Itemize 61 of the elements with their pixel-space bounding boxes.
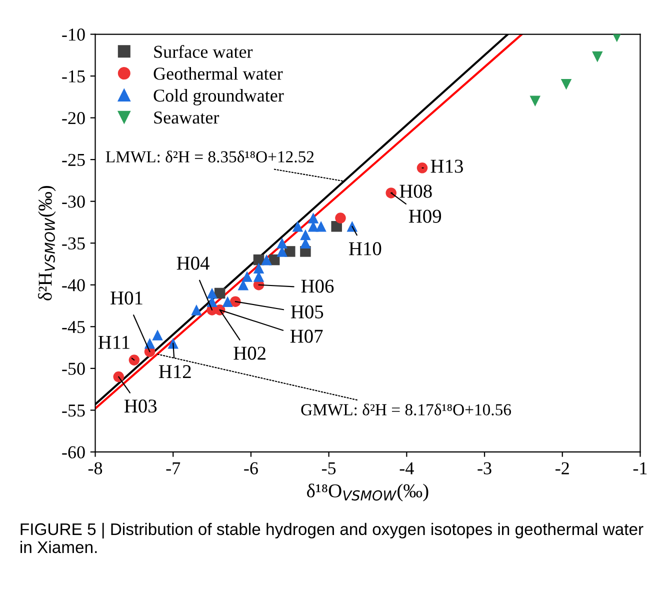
y-axis-title: δ²H$_{VSMOW}$(‰) [38, 186, 56, 300]
annotation: H13 [430, 160, 463, 173]
annotation: GMWL: δ²H = 8.17δ¹⁸O+10.56 [301, 404, 511, 416]
point [335, 212, 346, 224]
y-tick-label: -50 [62, 362, 85, 375]
x-axis-title: δ¹⁸O$_{VSMOW}$(‰) [307, 484, 428, 502]
y-tick-label: -20 [62, 112, 85, 124]
annotation: H02 [234, 346, 266, 360]
annotation: H10 [348, 242, 382, 256]
annotation: H11 [98, 336, 130, 349]
x-tick-label: -3 [478, 462, 492, 474]
y-tick-label: -15 [62, 70, 85, 82]
legend-label: Seawater [154, 112, 220, 124]
annotation: H12 [158, 365, 191, 378]
y-tick-label: -10 [62, 28, 85, 41]
point [276, 238, 288, 248]
point [113, 371, 124, 382]
y-tick-label: -35 [62, 237, 85, 250]
point [261, 254, 272, 266]
point [152, 330, 163, 340]
annotation: H06 [301, 280, 334, 293]
point [316, 221, 326, 232]
point [308, 212, 319, 224]
point [292, 221, 304, 232]
point [530, 96, 541, 106]
y-tick-label: -60 [62, 446, 85, 458]
annotation: LMWL: δ²H = 8.35δ¹⁸O+12.52 [106, 150, 314, 163]
point [386, 188, 396, 198]
annotation: H03 [124, 400, 157, 413]
point [300, 229, 311, 240]
x-tick-label: -2 [556, 462, 569, 474]
y-tick-label: -40 [62, 279, 85, 292]
point [191, 304, 202, 316]
annotation: H04 [176, 256, 210, 270]
x-tick-label: -8 [88, 462, 102, 474]
legend-label: Surface water [154, 45, 253, 58]
point [242, 271, 252, 282]
point [331, 221, 342, 232]
caption: FIGURE 5 | Distribution of stable hydrogen and oxygen isotopes in geothermal water in Xiamen. [20, 522, 644, 554]
point [592, 51, 603, 62]
y-tick-label: -55 [62, 404, 85, 417]
y-tick-label: -45 [62, 321, 85, 334]
x-tick-label: -4 [400, 462, 414, 474]
annotation: H05 [290, 305, 324, 318]
y-tick-label: -30 [62, 196, 85, 208]
point [560, 79, 572, 90]
legend-label: Cold groundwater [154, 89, 284, 106]
point [253, 262, 264, 274]
annotation: H01 [110, 291, 142, 305]
annotation: H07 [290, 330, 323, 343]
point [222, 296, 233, 307]
x-tick-label: -6 [244, 462, 258, 474]
point [128, 354, 140, 366]
annotation: H08 [400, 184, 432, 198]
annotation: H09 [408, 210, 442, 223]
x-tick-label: -1 [633, 462, 647, 474]
x-tick-label: -7 [166, 462, 180, 474]
point [416, 162, 428, 174]
x-tick-label: -5 [322, 462, 336, 474]
y-tick-label: -25 [62, 154, 85, 166]
legend-label: Geothermal water [154, 67, 283, 80]
